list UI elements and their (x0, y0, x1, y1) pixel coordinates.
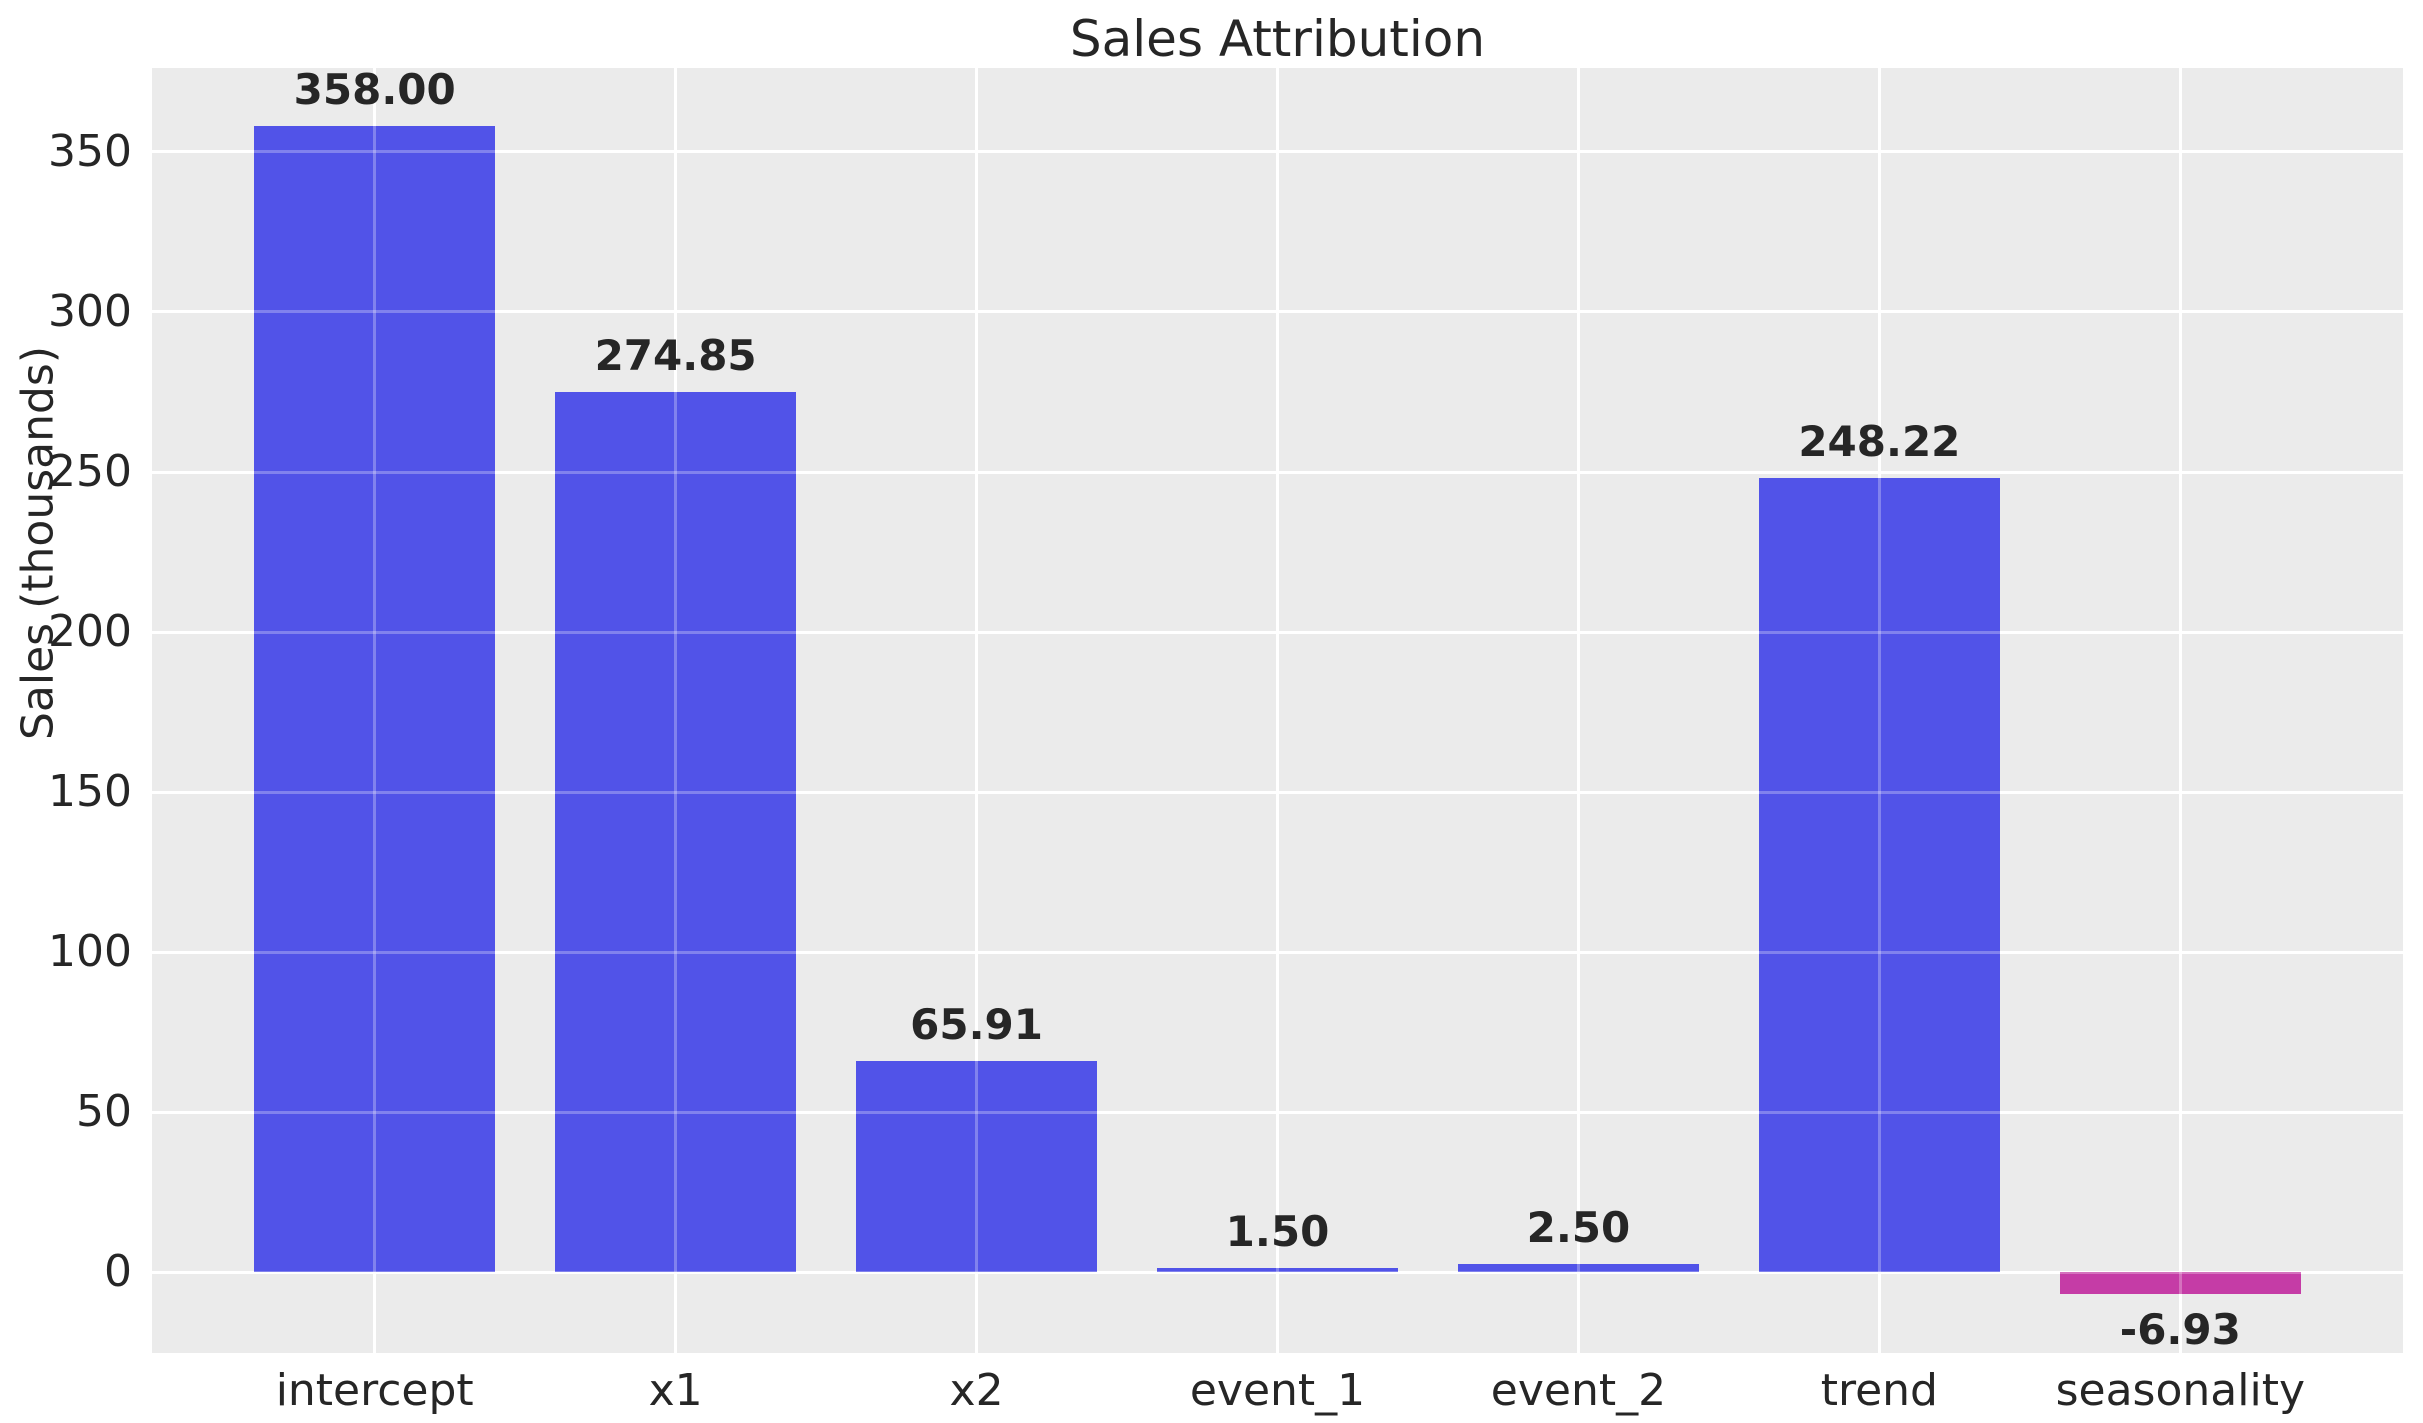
chart-title: Sales Attribution (1069, 10, 1486, 68)
x-tick-label: trend (1820, 1365, 1938, 1416)
h-gridline (152, 150, 2403, 154)
y-tick-label: 0 (104, 1246, 132, 1298)
y-tick-label: 300 (48, 285, 132, 337)
bar-x1 (555, 392, 796, 1273)
v-gridline (975, 68, 979, 1353)
y-tick-label: 350 (48, 125, 132, 177)
bar-trend (1758, 477, 2000, 1273)
h-gridline (152, 1270, 2403, 1274)
y-axis-label: Sales (thousands) (12, 345, 64, 740)
y-tick-label: 250 (48, 446, 132, 497)
y-tick-label: 100 (48, 926, 132, 978)
bar-x2 (856, 1061, 1097, 1273)
v-gridline (1877, 68, 1881, 1353)
v-gridline (2178, 68, 2182, 1353)
v-gridline (674, 68, 678, 1353)
h-gridline (152, 1110, 2403, 1114)
bar-value-label: 274.85 (594, 331, 757, 381)
y-tick-label: 200 (48, 606, 132, 658)
bar-intercept (254, 126, 496, 1273)
h-gridline (152, 470, 2403, 474)
x-tick-label: x1 (648, 1365, 703, 1416)
bar-value-label: -6.93 (2119, 1304, 2241, 1354)
bar-value-label: 358.00 (293, 65, 456, 115)
v-gridline (1576, 68, 1580, 1353)
bar-event_2 (1458, 1264, 1699, 1273)
v-gridline (1276, 68, 1279, 1353)
bar-value-label: 248.22 (1798, 416, 1961, 466)
bar-value-label: 2.50 (1526, 1203, 1631, 1253)
v-gridline (1276, 68, 1279, 1353)
x-tick-label: event_1 (1189, 1365, 1366, 1416)
y-tick-label: 50 (76, 1086, 132, 1138)
v-gridline (2178, 68, 2182, 1353)
bar-value-label: 1.50 (1225, 1206, 1330, 1256)
bar-seasonality (2059, 1272, 2301, 1295)
v-gridline (975, 68, 979, 1353)
y-tick-label: 150 (48, 766, 132, 818)
x-tick-label: intercept (275, 1365, 474, 1416)
h-gridline (152, 630, 2403, 634)
v-gridline (373, 68, 377, 1353)
h-gridline (152, 310, 2403, 314)
x-tick-label: seasonality (2055, 1365, 2305, 1416)
h-gridline (152, 790, 2403, 794)
x-tick-label: x2 (949, 1365, 1004, 1416)
v-gridline (1576, 68, 1580, 1353)
plot-area: 358.00 274.85 65.91 1.50 2.50 248.22 -6.93 (152, 65, 2403, 1354)
x-tick-label: event_2 (1490, 1365, 1667, 1416)
bar-value-label: 65.91 (910, 1000, 1043, 1050)
h-gridline (152, 950, 2403, 954)
bar-event_1 (1157, 1267, 1398, 1273)
